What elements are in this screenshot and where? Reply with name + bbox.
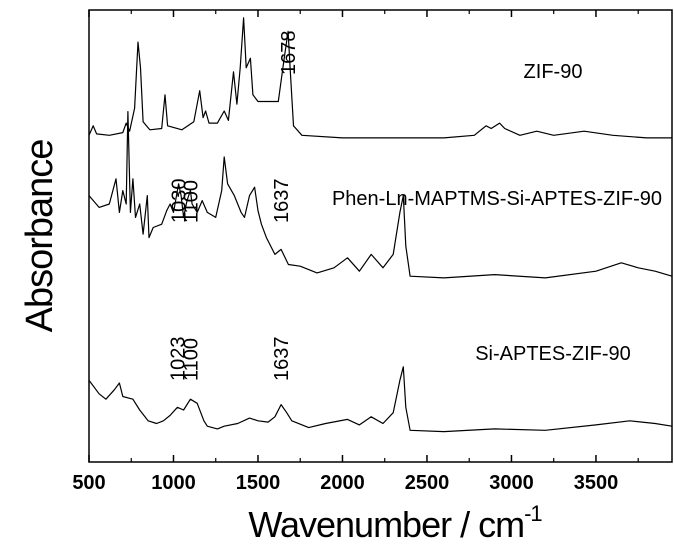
- x-tick-label: 3000: [489, 472, 534, 494]
- x-tick-label: 3500: [574, 472, 619, 494]
- x-tick-label: 2000: [320, 472, 365, 494]
- plot-border: [88, 9, 673, 463]
- x-axis-label-superscript: -1: [524, 501, 542, 526]
- peak-annotation: 1637: [271, 179, 293, 224]
- x-axis-label: Wavenumber / cm-1: [248, 501, 542, 545]
- series-labels: ZIF-90 Phen-Ln-MAPTMS-Si-APTES-ZIF-90 Si-A…: [332, 61, 662, 365]
- x-axis: 500 1000 1500 2000 2500 3000 3500: [72, 10, 639, 494]
- peak-annotation: 1100: [180, 180, 202, 223]
- peak-annotation: 1023: [167, 337, 189, 382]
- x-axis-label-text: Wavenumber / cm: [248, 504, 524, 545]
- x-tick-label: 2500: [405, 472, 450, 494]
- peak-annotation: 1637: [271, 337, 293, 382]
- peak-annotation: 1100: [180, 338, 202, 381]
- plot-area: [88, 9, 673, 463]
- series-label: Si-APTES-ZIF-90: [475, 343, 631, 365]
- y-axis-label: Absorbance: [19, 140, 61, 333]
- peak-annotation: 1030: [169, 179, 191, 224]
- series-label: ZIF-90: [524, 61, 583, 83]
- peak-annotation: 1678: [278, 31, 300, 76]
- x-tick-label: 1500: [236, 472, 281, 494]
- series-label: Phen-Ln-MAPTMS-Si-APTES-ZIF-90: [332, 188, 662, 210]
- series-line: [88, 17, 672, 139]
- series-line: [88, 111, 673, 279]
- series-layer: [88, 17, 673, 433]
- series-line: [88, 366, 673, 433]
- x-tick-label: 1000: [151, 472, 196, 494]
- x-tick-label: 500: [72, 472, 105, 494]
